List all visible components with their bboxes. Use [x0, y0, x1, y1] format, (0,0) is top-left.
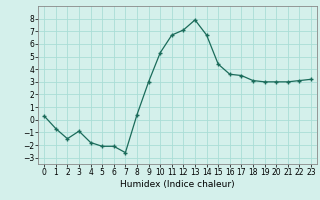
X-axis label: Humidex (Indice chaleur): Humidex (Indice chaleur) [120, 180, 235, 189]
